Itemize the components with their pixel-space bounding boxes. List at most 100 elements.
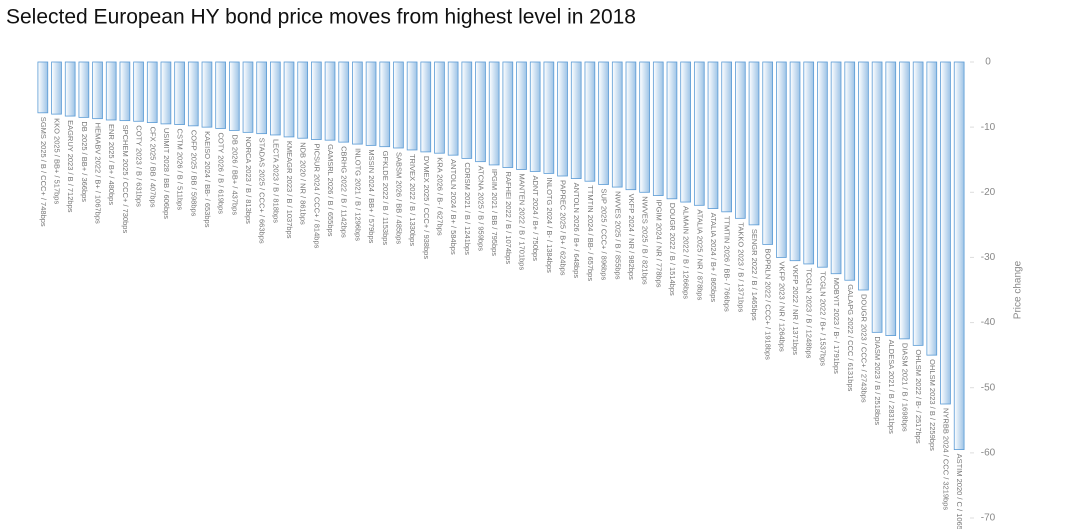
y-tick-label: -70 bbox=[981, 513, 996, 524]
bar bbox=[311, 61, 322, 140]
y-tick-label: -50 bbox=[981, 382, 996, 393]
bar bbox=[187, 61, 199, 127]
x-tick-label: ASTIM 2020 / C / 10657bps bbox=[955, 454, 964, 529]
bar bbox=[639, 61, 650, 193]
x-tick-label: IPGIM 2021 / BB / 795bps bbox=[490, 169, 499, 256]
x-tick-label: ATALIA 2025 / NR / 878bps bbox=[695, 209, 704, 300]
bar bbox=[119, 61, 131, 122]
x-tick-label: DB 2025 / BB+ / 366bps bbox=[80, 121, 89, 202]
x-tick-label: DVMEX 2025 / CCC+ / 938bps bbox=[422, 156, 431, 259]
x-tick-label: CBRHG 2022 / B / 1142bps bbox=[340, 146, 349, 238]
bar bbox=[830, 61, 842, 275]
x-tick-label: SUP 2025 / CCC+ / 896bps bbox=[600, 188, 609, 280]
bar bbox=[953, 61, 965, 451]
x-tick-label: OHLSM 2023 / B / 2259bps bbox=[928, 359, 937, 451]
bar bbox=[133, 61, 144, 122]
bar bbox=[516, 61, 527, 170]
x-tick-label: INLOTG 2021 / B / 1296bps bbox=[353, 148, 362, 241]
bar bbox=[762, 61, 774, 245]
x-tick-label: NDB 2020 / NR / 861bps bbox=[299, 142, 308, 225]
bar bbox=[789, 61, 801, 262]
bar bbox=[940, 61, 951, 405]
x-tick-label: SABSM 2026 / BB / 485bps bbox=[394, 152, 403, 244]
x-tick-label: DIASM 2023 / B / 2518bps bbox=[873, 336, 882, 425]
x-tick-label: EAGRUY 2023 / B / 712bps bbox=[66, 120, 75, 213]
x-tick-label: TTMTIN 2024 / BB- / 657bps bbox=[586, 185, 595, 281]
x-tick-label: DB 2026 / BB+ / 437bps bbox=[230, 134, 239, 215]
x-tick-label: NWVES 2025 / B / 855bps bbox=[613, 191, 622, 280]
bar bbox=[844, 61, 856, 281]
x-tick-label: ALDESA 2021 / B / 2831bps bbox=[887, 340, 896, 434]
x-tick-label: CFX 2025 / BB / 407bps bbox=[148, 127, 157, 208]
bar bbox=[803, 61, 815, 265]
x-tick-label: DOUGR 2022 / B / 1514bps bbox=[668, 203, 677, 296]
x-tick-label: HEMABV 2022 / B+ / 1067bps bbox=[94, 123, 103, 224]
y-tick-label: 0 bbox=[985, 57, 991, 68]
x-tick-label: SENGR 2022 / B / 1465bps bbox=[750, 229, 759, 321]
x-tick-label: VKFP 2024 / NR / 982bps bbox=[627, 194, 636, 280]
bar bbox=[379, 61, 391, 148]
chart-title: Selected European HY bond price moves fr… bbox=[6, 6, 636, 29]
y-tick-label: -20 bbox=[981, 187, 996, 198]
x-tick-label: COFP 2025 / BB / 598bps bbox=[189, 130, 198, 217]
x-tick-label: NYRBB 2024 / CCC / 3219bps bbox=[942, 408, 951, 510]
bar bbox=[242, 61, 254, 133]
bar bbox=[146, 61, 158, 123]
bar bbox=[365, 61, 377, 146]
y-tick-label: -10 bbox=[981, 122, 996, 133]
bar bbox=[625, 61, 637, 191]
x-tick-label: DIASM 2021 / B / 1698bps bbox=[900, 343, 909, 432]
bar bbox=[748, 61, 760, 226]
bar bbox=[570, 61, 582, 180]
bar bbox=[406, 61, 418, 151]
bar bbox=[461, 61, 473, 159]
bar bbox=[215, 61, 226, 129]
bar bbox=[393, 61, 404, 149]
y-axis-label: Price change bbox=[1013, 260, 1024, 319]
bar bbox=[488, 61, 500, 166]
x-tick-label: BOPRLN 2022 / CCC+ / 1918bps bbox=[764, 248, 773, 360]
y-tick-label: -60 bbox=[981, 447, 996, 458]
x-tick-label: NORCA 2023 / B / 813bps bbox=[244, 136, 253, 224]
x-tick-label: KMEAGR 2023 / B / 1037bps bbox=[285, 141, 294, 239]
x-tick-label: KKO 2025 / BB+ / 517bps bbox=[53, 118, 62, 204]
bar bbox=[201, 61, 213, 128]
bar bbox=[256, 61, 267, 135]
x-tick-label: INLOTG 2024 / B- / 1384bps bbox=[545, 177, 554, 273]
bar bbox=[858, 61, 869, 291]
bar bbox=[557, 61, 568, 177]
x-tick-label: GAMSRL 2026 / B / 655bps bbox=[326, 144, 335, 237]
bar bbox=[817, 61, 828, 268]
x-tick-label: DOUGR 2023 / CCC+ / 2743bps bbox=[859, 294, 868, 403]
bar bbox=[228, 61, 240, 131]
x-tick-label: PICSUR 2024 / CCC+ / 814bps bbox=[312, 144, 321, 249]
x-tick-label: TRIVEX 2022 / B / 1330bps bbox=[408, 154, 417, 246]
bar bbox=[912, 61, 924, 346]
bar bbox=[776, 61, 787, 258]
bar bbox=[64, 61, 76, 117]
bar bbox=[475, 61, 486, 163]
x-tick-label: TCGLN 2023 / B / 1248bps bbox=[805, 268, 814, 359]
x-tick-label: ANTOLN 2026 / B+ / 648bps bbox=[572, 183, 581, 279]
x-tick-label: SPCHEM 2025 / CCC+ / 730bps bbox=[121, 125, 130, 234]
bar bbox=[693, 61, 705, 206]
bar bbox=[434, 61, 445, 154]
x-tick-label: NWVES 2025 / B / 821bps bbox=[641, 196, 650, 285]
x-tick-label: ATALIA 2024 / B+ / 865bps bbox=[709, 213, 718, 303]
x-tick-label: PAPREC 2025 / B+ / 624bps bbox=[559, 180, 568, 276]
bar bbox=[338, 61, 350, 143]
bar bbox=[680, 61, 691, 203]
x-tick-label: OHLSM 2022 / B- / 2517bps bbox=[914, 349, 923, 443]
bar bbox=[885, 61, 897, 337]
bar bbox=[324, 61, 336, 141]
x-tick-label: ANTOLN 2024 / B+ / 584bps bbox=[449, 159, 458, 255]
bar bbox=[529, 61, 541, 172]
bar bbox=[611, 61, 623, 188]
bar bbox=[78, 61, 90, 118]
bar bbox=[584, 61, 596, 182]
bar bbox=[297, 61, 309, 139]
x-tick-label: VKFP 2022 / NR / 1371bps bbox=[791, 265, 800, 356]
x-tick-label: MANTEN 2022 / B / 1701bps bbox=[518, 173, 527, 270]
x-tick-label: CDRSM 2021 / B / 1241bps bbox=[463, 162, 472, 255]
bar bbox=[652, 61, 664, 196]
